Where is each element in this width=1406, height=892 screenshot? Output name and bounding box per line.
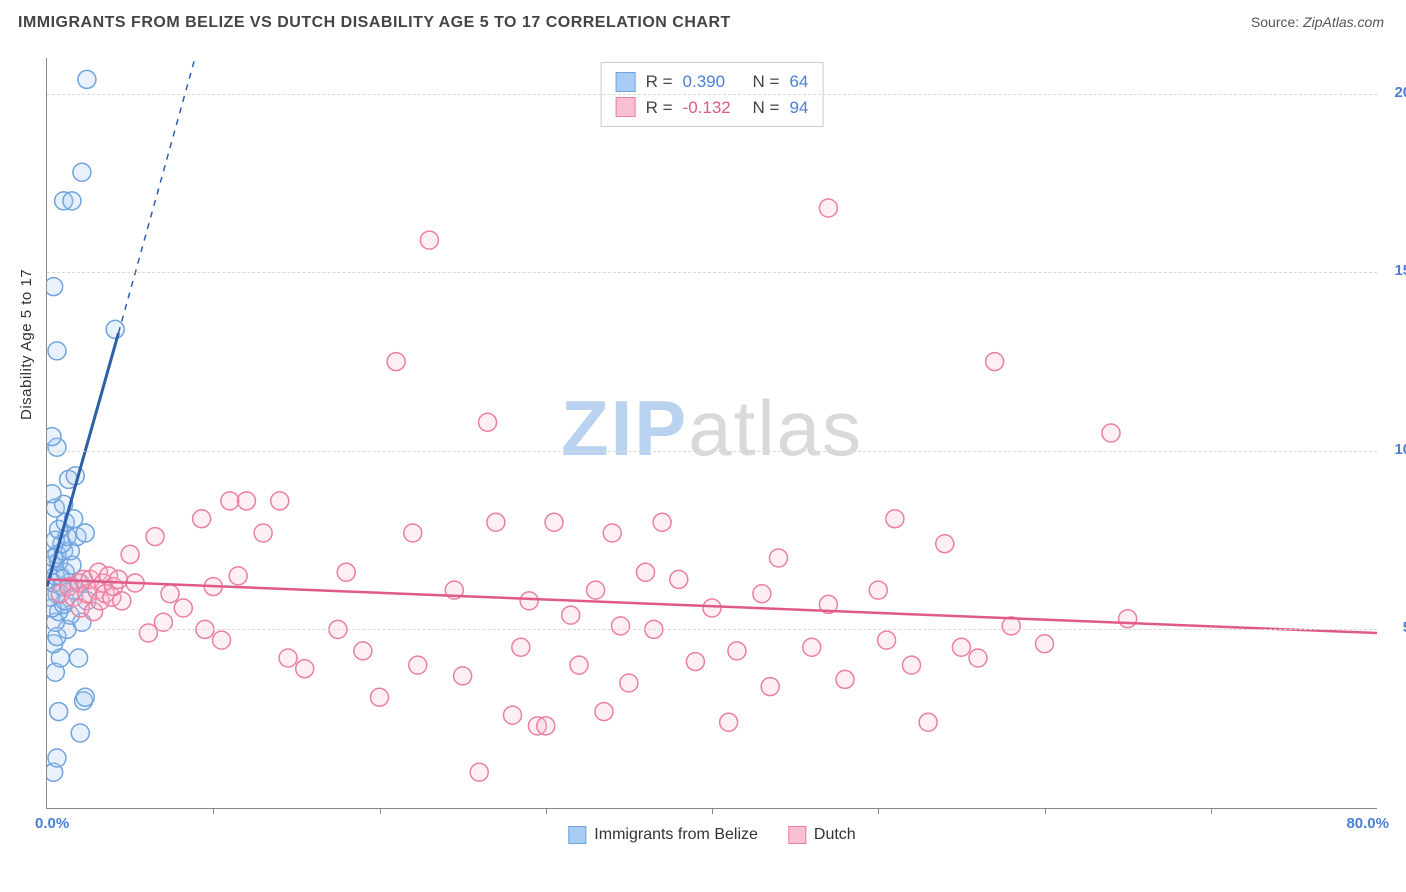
- chart-svg: [47, 58, 1377, 808]
- source-credit: Source: ZipAtlas.com: [1251, 14, 1384, 30]
- chart-title: IMMIGRANTS FROM BELIZE VS DUTCH DISABILI…: [18, 14, 731, 32]
- plot-area: ZIPatlas R = 0.390N = 64R = -0.132N = 94…: [46, 58, 1377, 809]
- y-axis-label: Disability Age 5 to 17: [18, 269, 35, 420]
- legend-series: Immigrants from BelizeDutch: [568, 826, 855, 844]
